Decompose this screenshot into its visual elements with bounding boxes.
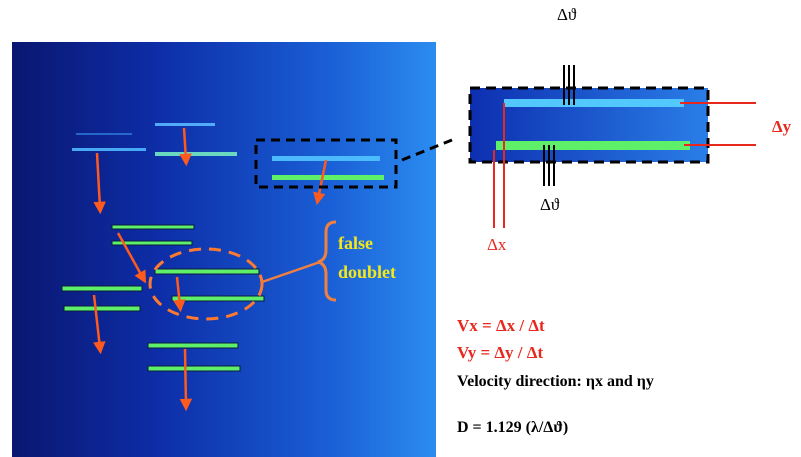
zoom-connector (401, 138, 453, 162)
streak (147, 365, 241, 372)
speckle-image (12, 42, 436, 457)
streak (76, 133, 132, 135)
speckle-streaks (61, 123, 384, 372)
motion-arrow (179, 348, 193, 412)
tick-marks-bottom (543, 145, 555, 186)
false-doublet-pointer (261, 260, 321, 284)
tick-marks-top (563, 65, 575, 105)
zoom-streak-lower (496, 141, 690, 150)
false-doublet-label-line2: doublet (338, 262, 396, 282)
motion-arrow (313, 159, 328, 206)
delta-y-lines (680, 102, 756, 146)
streak (111, 224, 195, 230)
motion-arrow (173, 276, 186, 313)
velocity-direction-text: Velocity direction: ηx and ηy (457, 373, 654, 390)
streak (61, 285, 143, 292)
streak (111, 240, 193, 246)
delta-x-label: Δx (487, 235, 507, 254)
streak (63, 305, 141, 312)
streak (272, 156, 380, 161)
delta-theta-top-label: Δϑ (557, 5, 577, 24)
delta-x-lines (493, 103, 505, 228)
vx-equation: Vx = Δx / Δt (457, 316, 545, 335)
zoom-streak-upper (504, 99, 684, 107)
streak (72, 148, 146, 151)
motion-arrow (92, 294, 106, 355)
zoom-box (468, 86, 710, 164)
motion-arrows (92, 127, 328, 412)
false-doublet-bracket (317, 220, 337, 302)
motion-arrow (116, 232, 147, 284)
false-doublet-label-line1: false (338, 233, 373, 253)
vy-equation: Vy = Δy / Δt (457, 343, 543, 362)
false-doublet-ellipse (148, 247, 264, 321)
motion-arrow (93, 152, 106, 215)
d-formula-text: D = 1.129 (λ/Δϑ) (457, 419, 568, 436)
streak (154, 268, 260, 275)
motion-arrow (179, 127, 192, 167)
delta-y-label: Δy (772, 117, 792, 136)
streak (155, 123, 215, 126)
streak (272, 175, 384, 180)
selection-box (254, 138, 398, 189)
delta-theta-bottom-label: Δϑ (540, 195, 560, 214)
streak (155, 152, 237, 156)
streak (147, 342, 239, 349)
streak (171, 295, 265, 302)
